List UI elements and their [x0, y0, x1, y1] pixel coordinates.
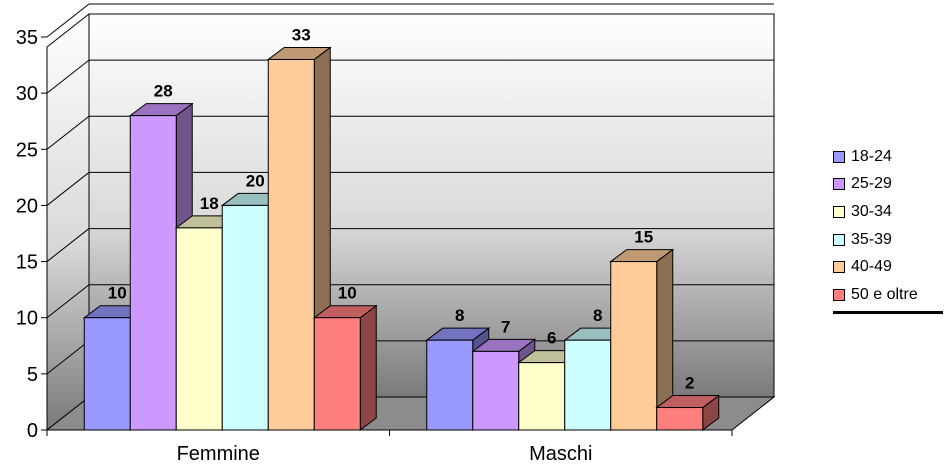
bar-front: [426, 339, 474, 431]
bar-front: [83, 317, 131, 431]
legend-swatch: [833, 205, 845, 218]
y-tick-label: 10: [16, 308, 38, 330]
y-tick-label: 25: [16, 139, 38, 161]
data-label: 8: [455, 306, 464, 325]
y-tick-label: 0: [27, 420, 38, 442]
y-tick-label: 35: [16, 27, 38, 49]
bar: [609, 248, 675, 431]
y-tick-label: 20: [16, 195, 38, 217]
data-label: 8: [593, 306, 602, 325]
data-label: 20: [246, 171, 265, 190]
gridline-side: [46, 340, 90, 375]
legend-label: 18-24: [851, 147, 892, 165]
bar-front: [175, 227, 223, 431]
bar: [312, 304, 378, 431]
bar-front: [656, 407, 704, 431]
legend-label: 50 e oltre: [851, 285, 918, 303]
data-label: 2: [685, 374, 694, 393]
y-tick-label: 5: [27, 364, 38, 386]
y-tick-label: 15: [16, 252, 38, 274]
x-tick-label: Femmine: [177, 443, 260, 465]
y-tick-label: 30: [16, 83, 38, 105]
legend-label: 40-49: [851, 258, 892, 276]
data-label: 18: [200, 194, 219, 213]
legend-underline: [833, 311, 943, 314]
data-label: 15: [634, 228, 653, 247]
data-label: 10: [338, 284, 357, 303]
bar-front: [129, 115, 177, 431]
bar-front: [472, 350, 520, 431]
legend-swatch: [833, 288, 845, 301]
data-label: 7: [501, 317, 510, 336]
legend-item: 35-39: [833, 226, 945, 254]
legend: 18-24 25-29 30-34 35-39 40-49 50 e oltre: [833, 143, 945, 309]
legend-item: 30-34: [833, 198, 945, 226]
bar-front: [313, 317, 361, 431]
legend-item: 40-49: [833, 253, 945, 281]
legend-swatch: [833, 261, 845, 274]
x-tick-label: Maschi: [529, 443, 592, 465]
data-label: 10: [108, 284, 127, 303]
gridline-side: [46, 172, 90, 206]
legend-swatch: [833, 233, 845, 246]
legend-item: 25-29: [833, 171, 945, 199]
legend-item: 50 e oltre: [833, 281, 945, 309]
gridline-side: [46, 228, 90, 262]
gridline-side: [46, 59, 90, 94]
data-label: 28: [154, 82, 173, 101]
legend-label: 35-39: [851, 230, 892, 248]
legend-label: 25-29: [851, 175, 892, 193]
gridline-side: [46, 115, 90, 150]
bar-side: [359, 304, 377, 431]
data-label: 33: [292, 25, 311, 44]
bar-front: [221, 204, 269, 431]
legend-label: 30-34: [851, 202, 892, 220]
bar-front: [518, 362, 566, 431]
legend-swatch: [833, 178, 845, 191]
bar-front: [564, 339, 612, 431]
bar-front: [610, 261, 658, 431]
legend-item: 18-24: [833, 143, 945, 171]
legend-swatch: [833, 150, 845, 163]
bar: [655, 394, 721, 431]
bar-front: [267, 58, 315, 431]
gridline-side: [46, 284, 90, 319]
gridline-side: [46, 3, 90, 38]
data-label: 6: [547, 329, 556, 348]
